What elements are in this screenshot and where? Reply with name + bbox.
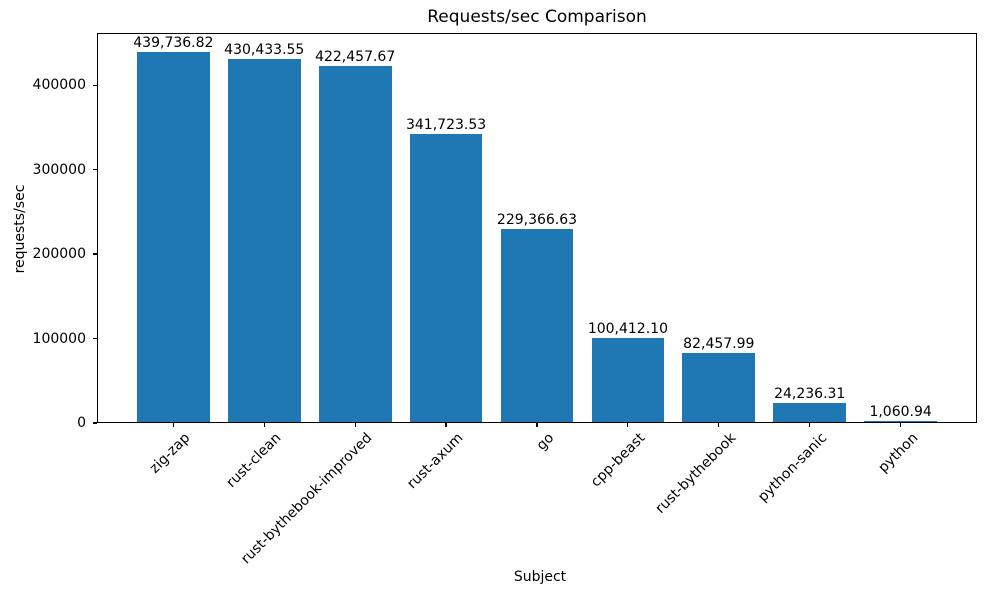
- y-tick: [93, 84, 97, 86]
- x-tick-label-python-sanic: python-sanic: [754, 430, 831, 506]
- bar-zig-zap: [137, 52, 210, 422]
- bar-rust-bythebook: [682, 353, 756, 422]
- x-axis-label: Subject: [513, 569, 567, 585]
- chart-title: Requests/sec Comparison: [427, 7, 647, 27]
- x-tick: [263, 423, 265, 427]
- x-tick-label-rust-clean: rust-clean: [223, 430, 285, 491]
- y-tick: [93, 253, 97, 255]
- bar-value-label: 1,060.94: [869, 404, 932, 420]
- y-tick-label: 300000: [32, 161, 86, 178]
- x-tick-label-python: python: [874, 430, 921, 476]
- y-tick-label: 0: [77, 415, 86, 431]
- x-tick-label-go: go: [533, 430, 558, 454]
- x-tick: [172, 423, 174, 427]
- y-tick: [93, 169, 97, 171]
- x-tick: [536, 423, 538, 427]
- bar-python: [864, 421, 937, 422]
- x-tick-label-rust-axum: rust-axum: [404, 430, 467, 493]
- x-tick-label-cpp-beast: cpp-beast: [587, 430, 649, 491]
- y-tick-label: 200000: [32, 246, 86, 263]
- bar-value-label: 229,366.63: [496, 212, 578, 228]
- bar-go: [500, 229, 574, 422]
- bar-cpp-beast: [591, 338, 665, 422]
- x-tick: [809, 423, 811, 427]
- y-tick: [93, 337, 97, 340]
- bar-rust-clean: [227, 59, 301, 422]
- x-tick: [354, 423, 356, 427]
- bar-value-label: 439,736.82: [133, 35, 214, 51]
- x-tick: [627, 423, 629, 427]
- bar-value-label: 24,236.31: [774, 386, 846, 402]
- bar-value-label: 100,412.10: [587, 321, 668, 337]
- x-tick-label-rust-bythebook: rust-bythebook: [652, 430, 740, 517]
- y-tick: [93, 422, 97, 424]
- bar-rust-bythebook-improved: [318, 66, 392, 422]
- x-tick: [718, 423, 720, 427]
- bar-value-label: 422,457.67: [315, 49, 396, 65]
- bar-rust-axum: [409, 134, 483, 422]
- bar-value-label: 341,723.53: [405, 117, 487, 133]
- y-tick-label: 100000: [32, 330, 86, 347]
- x-tick: [900, 423, 902, 427]
- bar-value-label: 430,433.55: [224, 42, 305, 58]
- x-tick: [445, 423, 447, 427]
- bar-value-label: 82,457.99: [683, 336, 755, 352]
- y-tick-label: 400000: [32, 77, 86, 94]
- bar-python-sanic: [773, 403, 847, 422]
- x-tick-label-zig-zap: zig-zap: [147, 430, 194, 477]
